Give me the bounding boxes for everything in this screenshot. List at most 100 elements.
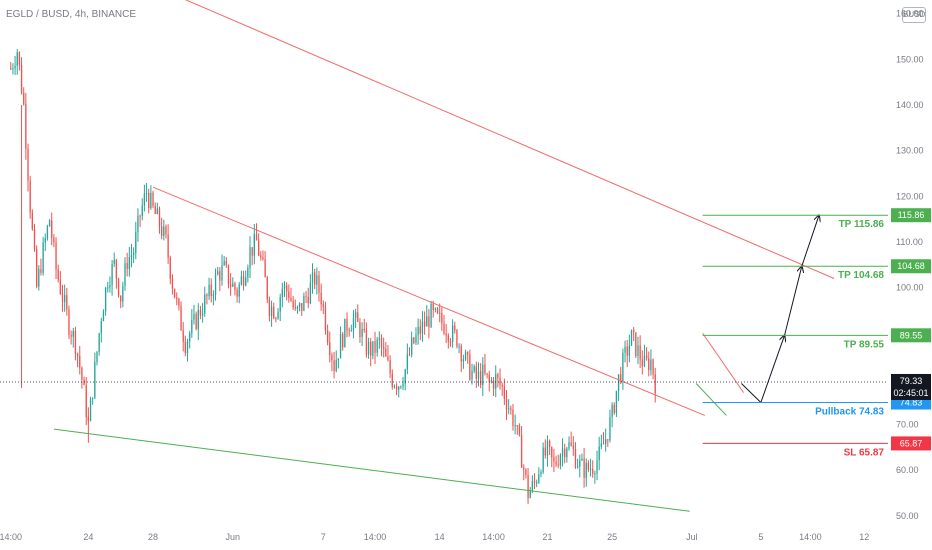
currency-button[interactable]: BUSD [902, 7, 926, 23]
candle-body [503, 386, 506, 399]
candle-body [421, 321, 424, 334]
candle-body [316, 275, 318, 285]
candle-body [148, 193, 150, 209]
candles [10, 49, 656, 505]
candle-body [98, 333, 100, 352]
candle-body [408, 354, 411, 356]
candle-body [40, 269, 42, 273]
candle-body [199, 309, 202, 316]
candle-body [76, 353, 79, 356]
candle-body [255, 233, 258, 241]
candle-body [89, 398, 92, 421]
candle-body [617, 374, 620, 391]
candle-body [445, 333, 447, 336]
candle-body [212, 294, 215, 296]
candle-body [456, 330, 458, 347]
candle-body [637, 345, 639, 356]
candle-body [320, 292, 322, 305]
candle-body [171, 278, 174, 289]
candle-body [225, 261, 227, 266]
candle-body [512, 409, 514, 426]
candle-body [111, 263, 113, 286]
candle-body [115, 259, 118, 279]
price-tag: 89.55 [891, 328, 931, 343]
candle-body [557, 464, 559, 466]
candle-body [128, 257, 130, 269]
candle-body [451, 325, 454, 342]
candle-body [510, 408, 512, 410]
candle-body [568, 442, 570, 449]
candle-body [553, 457, 555, 462]
candle-body [23, 92, 25, 104]
x-tick-label: 28 [148, 532, 158, 542]
y-tick-label: 50.00 [896, 511, 919, 521]
price-tags: 115.86 104.68 89.55 74.83 65.87 79.33 02:45:01 [891, 208, 931, 451]
price-tag-value: 89.55 [900, 330, 923, 340]
candle-body [650, 359, 652, 371]
candle-body [273, 306, 275, 319]
candle-body [264, 259, 266, 278]
candle-body [441, 313, 443, 324]
price-tag: 65.87 [891, 436, 931, 451]
candle-body [79, 355, 81, 368]
candle-body [132, 253, 135, 256]
candle-body [406, 354, 409, 370]
candle-body [548, 440, 551, 448]
candle-body [566, 448, 568, 458]
candle-body [486, 373, 488, 375]
candle-body [204, 294, 206, 314]
candle-body [307, 296, 309, 304]
candle-body [454, 325, 456, 331]
candle-body [251, 247, 253, 256]
candle-body [604, 439, 607, 445]
candle-body [475, 366, 477, 379]
y-tick-label: 140.00 [896, 100, 924, 110]
candle-body [242, 276, 245, 286]
candle-body [471, 371, 473, 380]
candle-body [10, 68, 12, 70]
candle-body [598, 446, 600, 461]
candle-body [27, 148, 29, 181]
candle-body [559, 455, 562, 466]
projection-arrow [801, 215, 819, 267]
candle-body [333, 360, 335, 372]
level-label: TP 89.55 [844, 339, 885, 350]
candle-body [339, 333, 342, 359]
candle-body [53, 237, 55, 243]
y-tick-label: 60.00 [896, 465, 919, 475]
candle-body [135, 232, 137, 254]
candle-body [16, 52, 18, 66]
price-tag: 115.86 [891, 208, 931, 223]
candle-body [579, 460, 581, 467]
candle-body [411, 337, 413, 355]
candle-body [96, 351, 98, 363]
y-tick-label: 110.00 [896, 237, 923, 247]
candle-body [326, 330, 329, 343]
candle-body [467, 352, 469, 355]
candle-body [380, 337, 383, 348]
candle-body [120, 295, 122, 302]
candle-body [42, 242, 44, 273]
candle-body [363, 328, 365, 331]
candle-body [232, 283, 234, 287]
candle-body [66, 295, 68, 310]
candle-body [18, 52, 21, 65]
candle-body [298, 303, 301, 307]
candle-body [423, 321, 426, 327]
candle-body [154, 205, 156, 214]
candle-body [495, 374, 497, 389]
candle-body [74, 330, 77, 354]
candle-body [208, 284, 210, 297]
projection-arrow [741, 383, 762, 403]
candle-body [581, 458, 583, 461]
candle-body [576, 466, 579, 468]
trendline [695, 383, 727, 416]
x-axis[interactable]: 14:00 24 28 Jun 7 14:00 14 14:00 21 25 Jul 5 14:00 12 [0, 532, 869, 542]
candle-body [68, 309, 70, 335]
x-tick-label: 14:00 [0, 532, 22, 542]
candle-body [572, 445, 574, 450]
candle-body [12, 68, 14, 70]
candle-body [122, 285, 124, 302]
candle-body [602, 443, 605, 445]
